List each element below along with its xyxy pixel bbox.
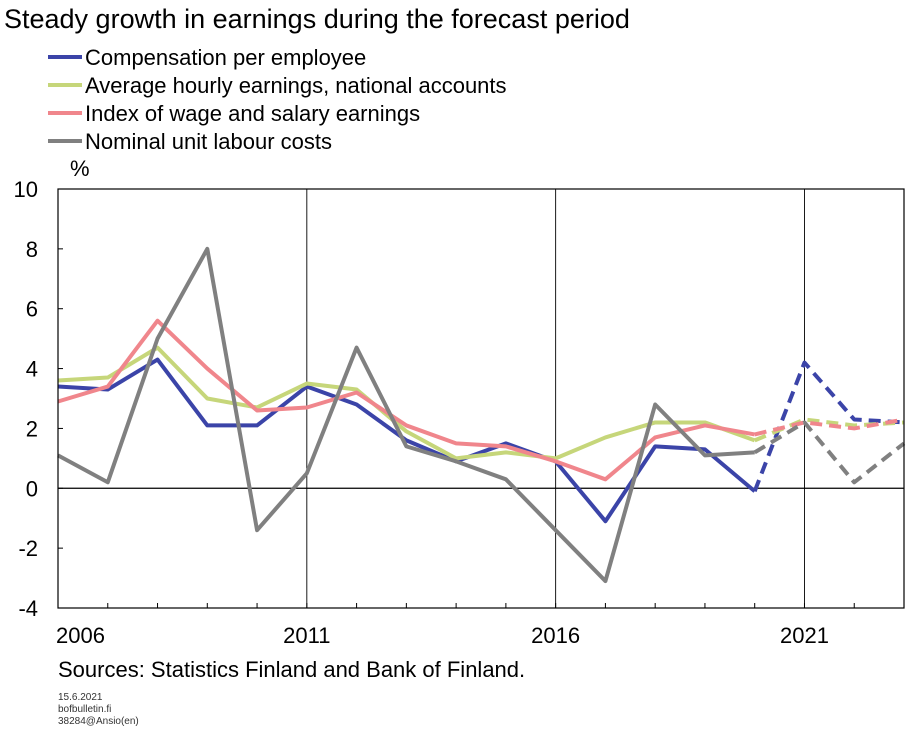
line-chart: 10 8 6 4 2 0 -2 -4 2006 2011 2016 2021 — [0, 0, 910, 650]
y-tick-label: -4 — [18, 596, 38, 621]
y-tick-label: 6 — [26, 297, 38, 322]
x-tick-label: 2021 — [780, 623, 829, 648]
footer-date: 15.6.2021 — [58, 692, 103, 704]
footer-code: 38284@Ansio(en) — [58, 716, 139, 728]
y-tick-label: 10 — [14, 177, 38, 202]
x-tick-label: 2006 — [56, 623, 105, 648]
y-tick-label: 0 — [26, 476, 38, 501]
y-tick-labels: 10 8 6 4 2 0 -2 -4 — [14, 177, 38, 621]
series-line-3 — [58, 249, 755, 581]
source-note: Sources: Statistics Finland and Bank of … — [58, 657, 525, 683]
y-tick-label: 4 — [26, 357, 38, 382]
y-tick-label: -2 — [18, 536, 38, 561]
series-layer — [58, 249, 904, 581]
footer-site: bofbulletin.fi — [58, 704, 111, 716]
x-tick-label: 2011 — [283, 623, 330, 648]
y-tick-label: 2 — [26, 416, 38, 441]
y-tick-label: 8 — [26, 237, 38, 262]
x-tick-label: 2016 — [531, 623, 580, 648]
x-tick-labels: 2006 2011 2016 2021 — [56, 623, 829, 648]
